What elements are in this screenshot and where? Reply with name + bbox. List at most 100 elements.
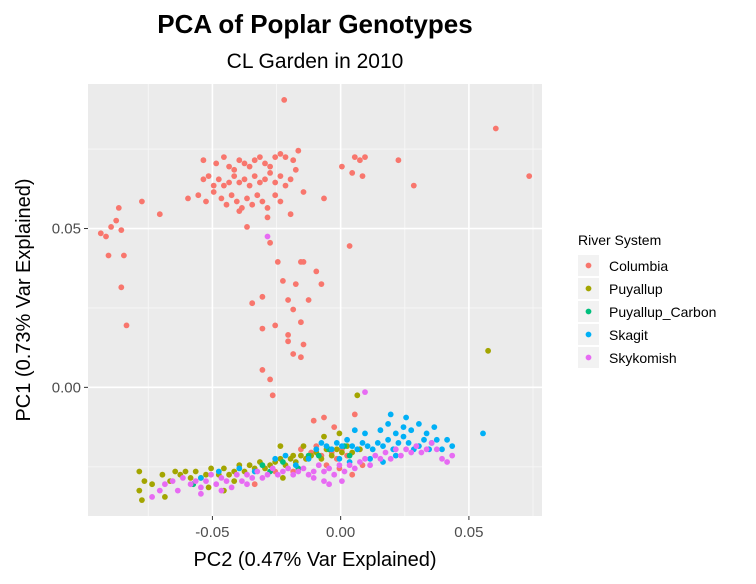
y-tick-label: 0.05 <box>52 221 81 238</box>
data-point-columbia <box>236 157 243 164</box>
data-point-skagit <box>369 446 376 453</box>
data-point-skykomish <box>203 478 209 484</box>
data-point-skykomish <box>362 455 368 462</box>
data-point-skagit <box>400 433 407 440</box>
data-point-columbia <box>285 338 291 345</box>
data-point-skykomish <box>326 465 332 472</box>
data-point-puyallup <box>182 468 189 475</box>
data-point-skykomish <box>269 465 276 472</box>
data-point-skagit <box>387 411 394 418</box>
data-point-columbia <box>272 192 279 199</box>
data-point-skykomish <box>444 459 450 465</box>
data-point-columbia <box>203 198 209 205</box>
data-point-columbia <box>226 179 233 186</box>
data-point-columbia <box>349 471 356 478</box>
data-point-skagit <box>408 427 415 434</box>
data-point-columbia <box>97 230 104 237</box>
legend-key-skagit <box>585 331 592 338</box>
data-point-puyallup <box>221 465 227 472</box>
data-point-columbia <box>251 173 258 180</box>
legend-label: Columbia <box>609 258 668 274</box>
data-point-columbia <box>292 166 299 173</box>
data-point-skykomish <box>156 487 163 494</box>
data-point-skagit <box>392 430 399 437</box>
chart-title: PCA of Poplar Genotypes <box>157 9 472 39</box>
data-point-skagit <box>215 468 222 475</box>
data-point-skykomish <box>362 389 368 395</box>
data-point-columbia <box>281 97 288 103</box>
data-point-columbia <box>351 154 358 161</box>
data-point-skykomish <box>223 478 230 484</box>
data-point-skykomish <box>180 475 186 481</box>
legend-key-skykomish <box>585 354 592 361</box>
data-point-puyallup <box>205 484 212 491</box>
data-point-puyallup-carbon <box>346 452 353 459</box>
x-tick-label: 0.00 <box>326 524 355 541</box>
data-point-skykomish <box>285 465 291 472</box>
data-point-skykomish <box>198 490 204 497</box>
data-point-columbia <box>272 179 279 186</box>
data-point-skagit <box>333 440 340 446</box>
data-point-skykomish <box>290 471 297 478</box>
data-point-skykomish <box>367 462 373 469</box>
data-point-columbia <box>236 179 243 186</box>
data-point-skagit <box>359 440 366 446</box>
data-point-skagit <box>305 455 312 462</box>
data-point-columbia <box>285 332 291 338</box>
data-point-skykomish <box>377 455 384 462</box>
data-points <box>97 97 533 503</box>
data-point-columbia <box>351 411 358 418</box>
data-point-skykomish <box>218 487 225 494</box>
data-point-skagit <box>377 427 384 434</box>
data-point-columbia <box>249 201 256 208</box>
data-point-skykomish <box>341 468 348 475</box>
data-point-puyallup <box>187 475 194 481</box>
data-point-columbia <box>277 151 284 157</box>
data-point-skykomish <box>198 484 204 491</box>
data-point-columbia <box>195 192 202 199</box>
data-point-columbia <box>244 195 250 202</box>
data-point-columbia <box>262 160 268 167</box>
data-point-columbia <box>251 157 258 164</box>
data-point-skagit <box>367 455 373 462</box>
data-point-columbia <box>295 147 302 154</box>
data-point-columbia <box>349 170 356 176</box>
data-point-columbia <box>305 297 312 303</box>
data-point-skagit <box>362 430 368 437</box>
data-point-skagit <box>385 436 391 443</box>
legend-label: Puyallup_Carbon <box>609 304 716 320</box>
data-point-puyallup <box>231 478 238 484</box>
data-point-puyallup <box>290 452 297 459</box>
data-point-columbia <box>257 154 263 161</box>
data-point-columbia <box>213 160 220 167</box>
x-tick-label: -0.05 <box>195 524 229 541</box>
data-point-skagit <box>385 421 391 427</box>
data-point-skagit <box>313 446 320 453</box>
data-point-columbia <box>241 160 248 167</box>
data-point-puyallup <box>141 478 148 484</box>
data-point-columbia <box>267 163 273 170</box>
data-point-columbia <box>298 319 304 326</box>
data-point-columbia <box>221 154 227 161</box>
data-point-puyallup <box>226 471 233 478</box>
data-point-puyallup <box>149 481 156 488</box>
x-axis-title: PC2 (0.47% Var Explained) <box>193 549 436 571</box>
data-point-columbia <box>226 163 233 170</box>
data-point-columbia <box>105 252 112 259</box>
data-point-skykomish <box>339 478 345 484</box>
data-point-skykomish <box>259 475 266 481</box>
data-point-skagit <box>364 443 371 449</box>
data-point-skykomish <box>280 468 286 475</box>
data-point-skagit <box>380 443 386 449</box>
data-point-columbia <box>185 195 191 202</box>
data-point-skykomish <box>208 471 215 478</box>
data-point-skagit <box>433 436 440 443</box>
data-point-skykomish <box>357 459 363 465</box>
data-point-skykomish <box>392 446 399 453</box>
data-point-columbia <box>108 224 114 230</box>
data-point-skykomish <box>428 440 435 446</box>
y-axis-ticks: 0.00 0.05 <box>52 221 88 396</box>
data-point-columbia <box>246 163 253 170</box>
